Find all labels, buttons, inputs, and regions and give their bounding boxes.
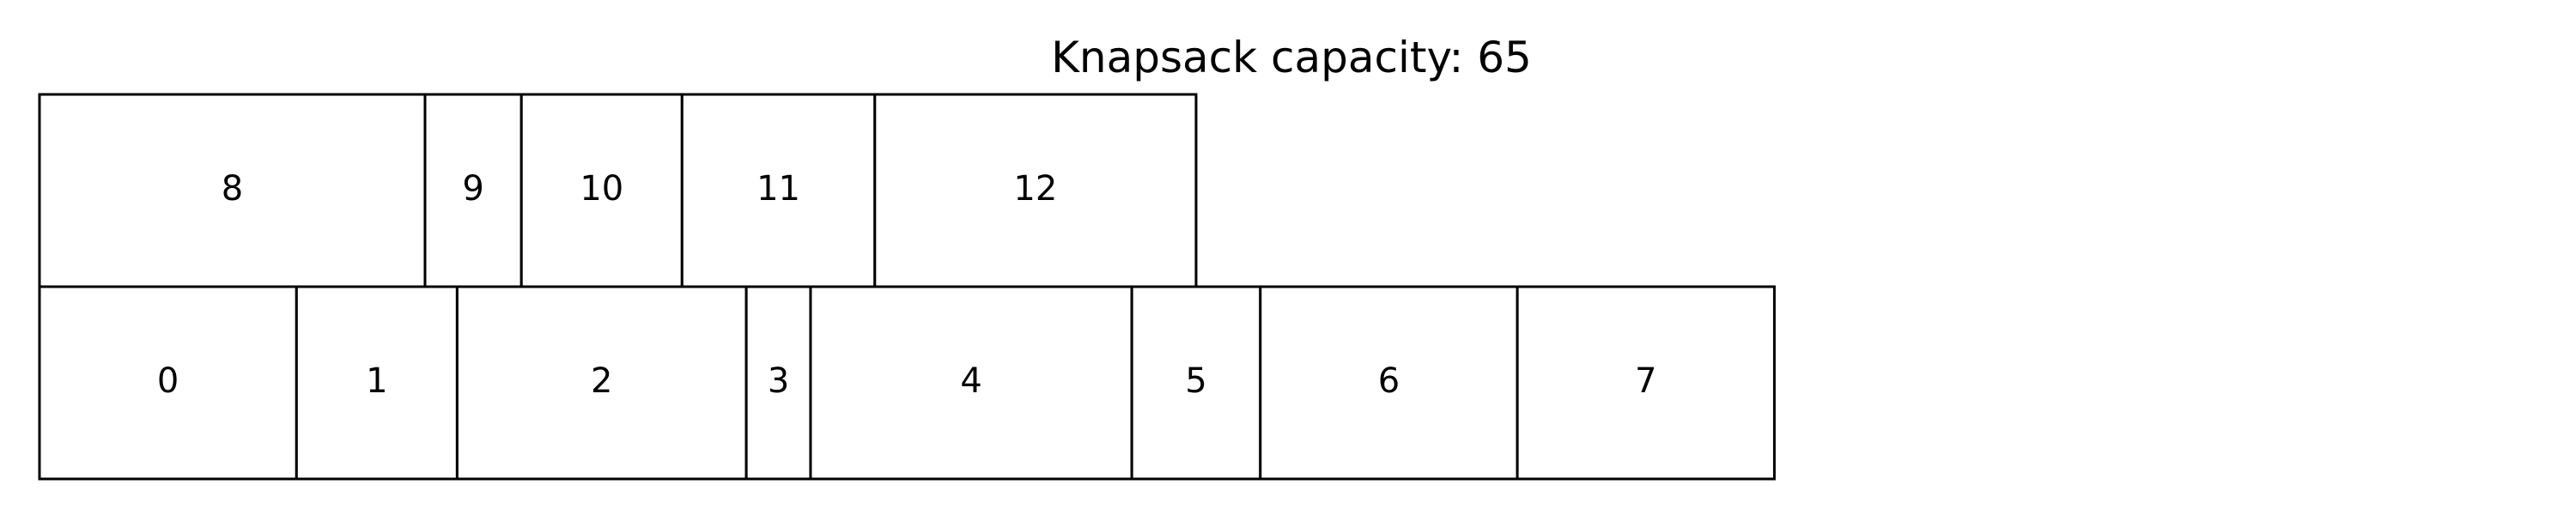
item-label: 12 bbox=[1013, 169, 1057, 209]
item-label: 11 bbox=[756, 169, 800, 209]
item-0: 0 bbox=[39, 287, 296, 479]
item-5: 5 bbox=[1132, 287, 1261, 479]
item-label: 5 bbox=[1185, 361, 1206, 401]
item-9: 9 bbox=[425, 94, 521, 287]
item-2: 2 bbox=[457, 287, 746, 479]
item-label: 6 bbox=[1378, 361, 1400, 401]
item-7: 7 bbox=[1517, 287, 1774, 479]
item-10: 10 bbox=[521, 94, 682, 287]
item-label: 4 bbox=[960, 361, 981, 401]
item-12: 12 bbox=[875, 94, 1196, 287]
item-label: 1 bbox=[366, 361, 387, 401]
item-label: 0 bbox=[157, 361, 179, 401]
item-11: 11 bbox=[682, 94, 874, 287]
item-label: 7 bbox=[1635, 361, 1656, 401]
item-8: 8 bbox=[39, 94, 425, 287]
item-label: 10 bbox=[580, 169, 623, 209]
item-label: 9 bbox=[462, 169, 483, 209]
item-6: 6 bbox=[1261, 287, 1517, 479]
item-label: 3 bbox=[768, 361, 789, 401]
item-1: 1 bbox=[296, 287, 457, 479]
item-label: 8 bbox=[222, 169, 243, 209]
item-label: 2 bbox=[591, 361, 612, 401]
item-4: 4 bbox=[811, 287, 1132, 479]
item-3: 3 bbox=[746, 287, 811, 479]
